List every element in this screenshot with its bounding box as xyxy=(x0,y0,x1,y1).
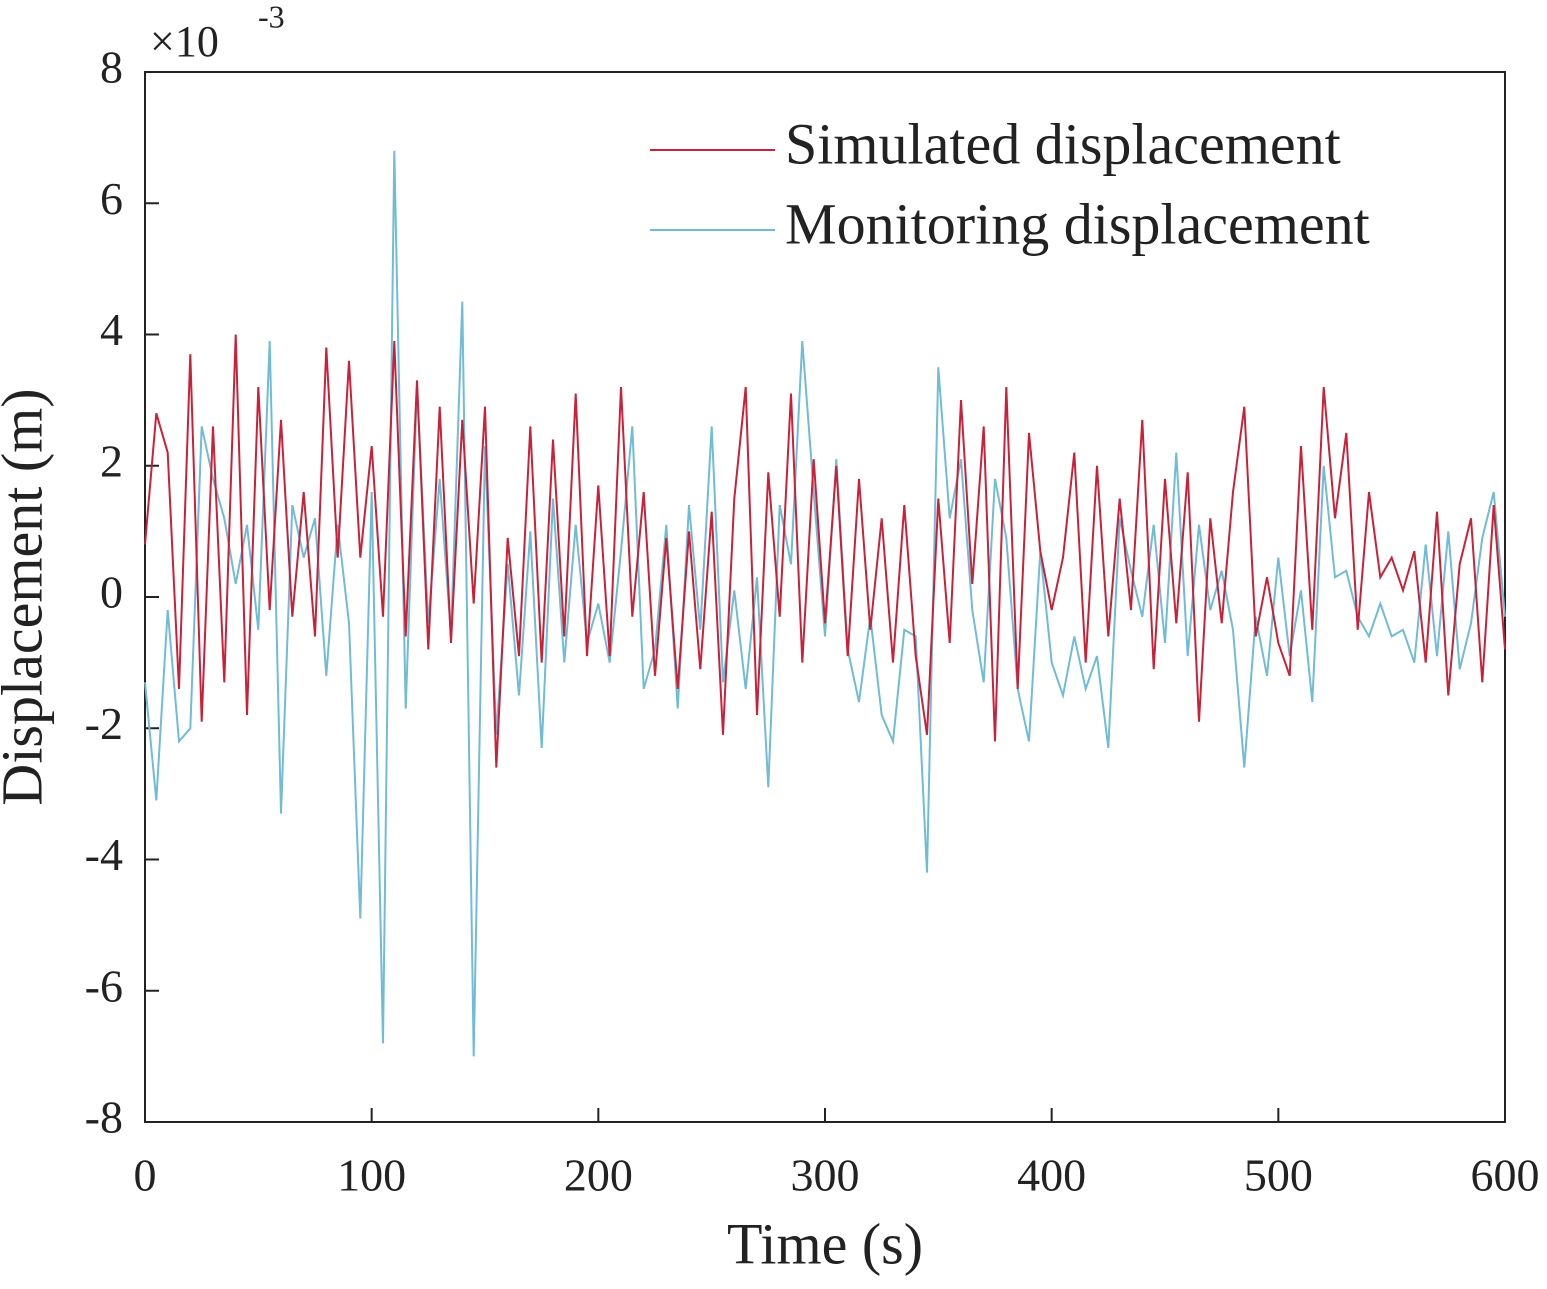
y-multiplier: ×10 xyxy=(150,17,219,66)
y-multiplier-exponent: -3 xyxy=(258,0,285,34)
legend-label: Simulated displacement xyxy=(785,111,1341,176)
y-tick-label: 2 xyxy=(100,435,123,486)
x-axis-label: Time (s) xyxy=(727,1211,923,1276)
x-tick-label: 600 xyxy=(1471,1150,1540,1201)
y-tick-label: -4 xyxy=(85,829,123,880)
data-line xyxy=(144,334,1506,768)
legend-label: Monitoring displacement xyxy=(785,191,1370,256)
y-tick-label: 4 xyxy=(100,304,123,355)
y-tick-label: -6 xyxy=(85,960,123,1011)
x-tick-label: 100 xyxy=(337,1150,406,1201)
y-tick-label: 6 xyxy=(100,173,123,224)
x-tick-label: 300 xyxy=(791,1150,860,1201)
y-axis-label: Displacement (m) xyxy=(0,388,54,805)
x-tick-label: 500 xyxy=(1244,1150,1313,1201)
y-tick-label: -2 xyxy=(85,698,123,749)
x-tick-label: 0 xyxy=(134,1150,157,1201)
y-tick-label: 0 xyxy=(100,567,123,618)
data-line xyxy=(144,150,1506,1057)
x-tick-label: 400 xyxy=(1017,1150,1086,1201)
x-tick-label: 200 xyxy=(564,1150,633,1201)
y-tick-label: -8 xyxy=(85,1092,123,1143)
y-tick-label: 8 xyxy=(100,42,123,93)
